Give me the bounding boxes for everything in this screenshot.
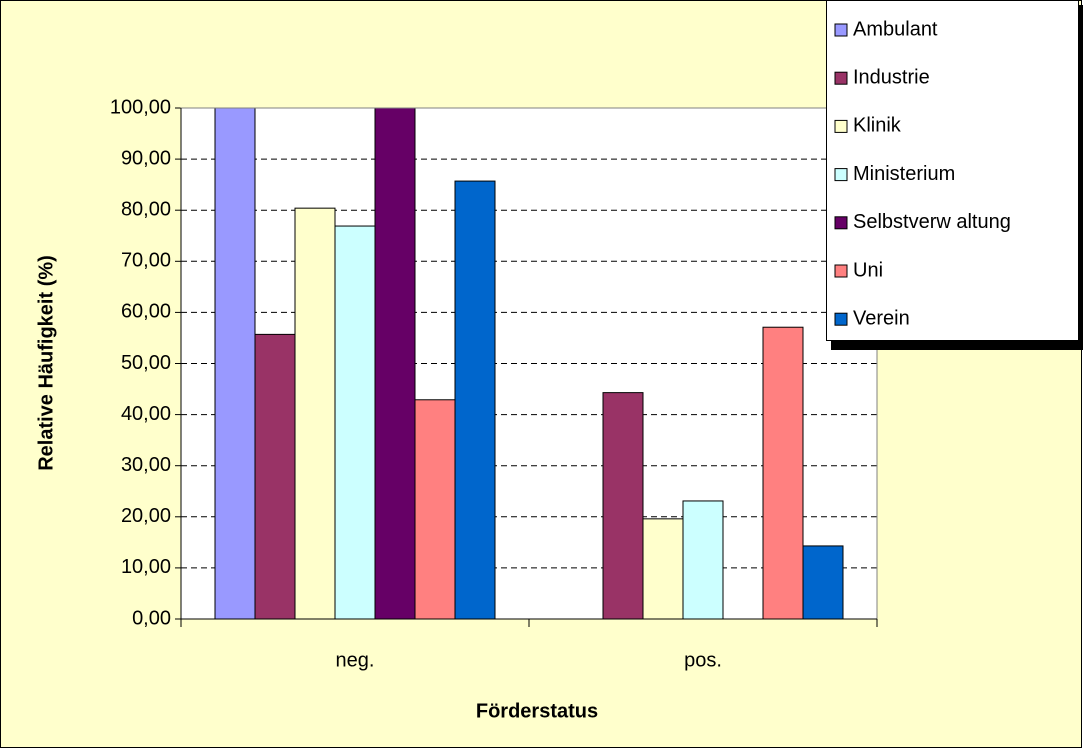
legend-label: Klinik	[853, 115, 902, 137]
y-tick-label: 50,00	[121, 352, 171, 374]
x-tick-label: pos.	[684, 649, 722, 671]
legend-label: Verein	[853, 307, 910, 329]
bar	[642, 518, 684, 620]
legend-label: Selbstverw altung	[853, 211, 1011, 233]
y-tick-label: 100,00	[110, 96, 171, 118]
bar	[414, 399, 456, 620]
y-tick-label: 30,00	[121, 454, 171, 476]
bar	[682, 500, 724, 620]
x-axis-title: Förderstatus	[476, 700, 598, 722]
y-axis-title: Relative Häufigkeit (%)	[35, 255, 57, 471]
y-tick-label: 40,00	[121, 403, 171, 425]
legend-swatch	[834, 264, 848, 278]
legend-label: Uni	[853, 259, 883, 281]
legend-label: Industrie	[853, 66, 930, 88]
legend-swatch	[834, 71, 848, 85]
bar	[374, 107, 416, 620]
bar	[294, 207, 336, 620]
bar	[602, 392, 644, 620]
bar	[254, 333, 296, 620]
legend-swatch	[834, 312, 848, 326]
legend-swatch	[834, 23, 848, 37]
bar	[334, 225, 376, 620]
x-tick-label: neg.	[336, 649, 375, 671]
legend-label: Ministerium	[853, 163, 955, 185]
y-tick-label: 0,00	[132, 607, 171, 629]
bar	[214, 107, 256, 620]
legend-swatch	[834, 216, 848, 230]
y-tick-label: 90,00	[121, 147, 171, 169]
y-tick-label: 70,00	[121, 250, 171, 272]
bar	[762, 326, 804, 620]
legend-swatch	[834, 168, 848, 182]
bar	[802, 545, 844, 620]
legend-swatch	[834, 119, 848, 133]
y-tick-label: 60,00	[121, 301, 171, 323]
bar	[454, 180, 496, 620]
legend-label: Ambulant	[853, 18, 938, 40]
y-tick-label: 20,00	[121, 505, 171, 527]
y-tick-label: 80,00	[121, 198, 171, 220]
legend	[826, 0, 1079, 341]
y-tick-label: 10,00	[121, 556, 171, 578]
